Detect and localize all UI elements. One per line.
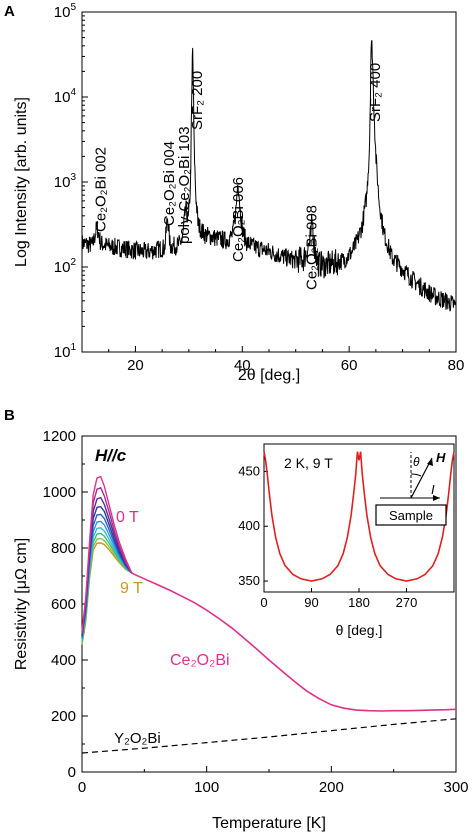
y2o2bi-series: [81, 718, 457, 754]
inset-x-tick-label: 90: [304, 595, 318, 610]
y2o2bi-label: Y₂O₂Bi: [114, 730, 161, 747]
inset-angle-series: [263, 451, 455, 582]
panel-b-x-tick-label: 200: [319, 779, 344, 796]
peak-annotation: Ce₂O₂Bi 008: [304, 205, 321, 290]
panel-b-y-axis-title: Resistivity [μΩ cm]: [13, 538, 30, 670]
inset-x-tick-label: 270: [396, 595, 418, 610]
peak-annotation: SrF₂ 400: [367, 63, 384, 122]
field-curve-0t: [81, 475, 133, 633]
inset-x-tick-label: 180: [348, 595, 370, 610]
field-arrow: [410, 457, 433, 499]
sample-label: Sample: [389, 508, 433, 523]
panel-a-y-tick-label: 101: [54, 342, 77, 361]
peak-annotation: Ce₂O₂Bi 006: [230, 177, 247, 262]
panel-a-y-tick-label: 103: [54, 172, 77, 191]
panel-b-y-tick-label: 200: [51, 708, 76, 725]
angle-label: θ: [413, 455, 420, 469]
panel-a-x-tick-label: 60: [341, 357, 358, 374]
peak-annotation: poly-Ce₂O₂Bi 103: [176, 126, 193, 244]
panel-b-x-axis-title: Temperature [K]: [212, 815, 326, 832]
inset-x-axis-title: θ [deg.]: [336, 622, 383, 638]
panel-b-label: B: [4, 407, 15, 424]
panel-b-y-tick-label: 1200: [43, 428, 76, 445]
panel-b-chart: 0 100 200 300 0 200 400 600 800 1000 1200 H//c 0 T…: [13, 428, 469, 832]
panel-b-x-tick-label: 100: [194, 779, 219, 796]
panel-a-label: A: [4, 3, 15, 20]
panel-a-chart: 20 40 60 80 101 102 103 104 105 Ce₂O₂Bi 002 Ce₂O₂…: [13, 2, 464, 384]
panel-b-x-tick-label: 300: [443, 779, 468, 796]
panel-a-x-tick-label: 40: [234, 357, 251, 374]
field-label: H: [436, 450, 446, 465]
inset-y-tick-label: 450: [238, 463, 260, 478]
panel-b-x-tick-label: 0: [78, 779, 86, 796]
angle-arc: [410, 473, 422, 477]
inset-chart: 0 90 180 270 350 400 450 2 K, 9 T Sample I H θ…: [238, 443, 455, 638]
panel-a-y-tick-label: 102: [54, 257, 77, 276]
current-arrowhead: [433, 495, 440, 501]
peak-annotation: SrF₂ 200: [189, 71, 206, 130]
field-arrowhead: [427, 458, 433, 466]
high-field-label: 9 T: [120, 580, 143, 597]
ce2o2bi-series: [131, 572, 457, 712]
peak-annotation: Ce₂O₂Bi 002: [93, 147, 110, 232]
panel-b-y-tick-label: 0: [68, 764, 76, 781]
panel-a-y-tick-label: 105: [54, 2, 77, 21]
panel-a-xrd-series: [81, 40, 457, 312]
panel-a-y-tick-label: 104: [54, 87, 77, 106]
peak-annotation: Ce₂O₂Bi 004: [161, 141, 178, 226]
current-label: I: [431, 482, 435, 497]
inset-y-tick-label: 350: [238, 573, 260, 588]
panel-a-x-tick-label: 20: [127, 357, 144, 374]
field-direction-label: H//c: [95, 446, 127, 465]
zero-field-label: 0 T: [116, 509, 139, 526]
inset-x-tick-label: 0: [260, 595, 267, 610]
panel-b-y-tick-label: 400: [51, 652, 76, 669]
sample-diagram: Sample I H θ: [375, 450, 447, 526]
panel-b-y-tick-label: 600: [51, 596, 76, 613]
panel-a-y-axis-title: Log Intensity [arb. units]: [13, 97, 30, 267]
ce2o2bi-label: Ce₂O₂Bi: [170, 652, 230, 669]
panel-a-x-tick-label: 80: [448, 357, 465, 374]
panel-a-frame: [81, 11, 457, 353]
inset-y-tick-label: 400: [238, 518, 260, 533]
panel-b-y-tick-label: 800: [51, 540, 76, 557]
sample-box: [375, 504, 447, 526]
inset-condition-label: 2 K, 9 T: [284, 455, 333, 471]
panel-b-y-tick-label: 1000: [43, 484, 76, 501]
panel-a-x-axis-title: 2θ [deg.]: [238, 367, 300, 384]
